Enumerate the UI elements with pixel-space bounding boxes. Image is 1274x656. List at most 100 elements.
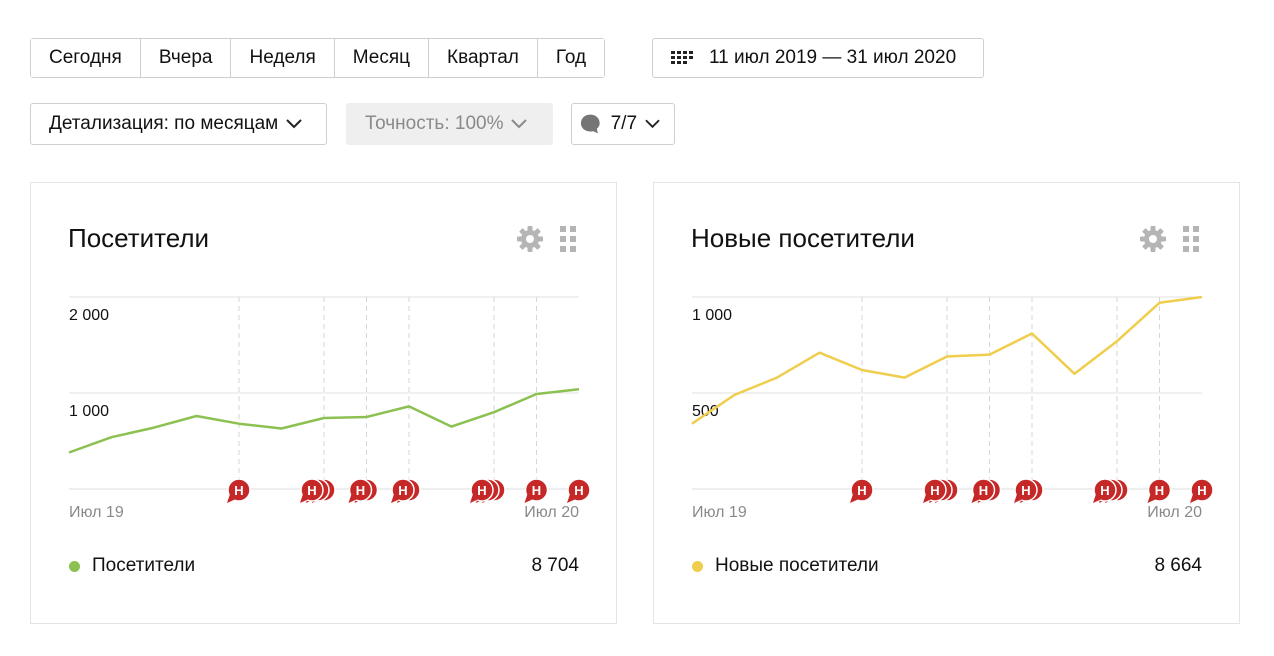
chevron-down-icon [645,119,660,129]
annotation-marker [300,478,324,502]
gear-icon[interactable] [1139,225,1167,253]
annotation-marker-group: Н [567,478,591,503]
gear-icon[interactable] [516,225,544,253]
annotation-marker [1147,478,1172,502]
annotations-dropdown[interactable]: 7/7 [571,103,675,145]
annotation-marker-letter: Н [574,483,583,498]
annotation-marker-tail [1014,494,1023,503]
x-tick-label: Июл 20 [524,504,579,521]
annotation-marker-group: Н [971,478,1002,503]
annotation-marker [1093,478,1117,502]
annotation-marker-group: Н [1093,478,1129,503]
annotation-marker-group: Н [227,478,251,503]
annotation-marker-group: Н [300,478,336,503]
accuracy-dropdown[interactable]: Точность: 100% [346,103,553,145]
series-line [68,387,580,454]
annotation-marker [850,478,874,502]
annotation-marker [1014,478,1038,502]
annotation-marker-tail [300,494,309,503]
annotation-marker-letter: Н [477,483,486,498]
legend-label: Посетители [92,555,196,576]
annotation-marker-letter: Н [356,483,365,498]
detail-dropdown[interactable]: Детализация: по месяцам [30,103,327,145]
annotation-marker-group: Н [1147,478,1172,503]
period-week-button[interactable]: Неделя [231,39,335,77]
period-yesterday-button[interactable]: Вчера [140,39,232,77]
x-tick-label: Июл 19 [692,504,747,521]
annotation-marker-tail [850,494,859,503]
annotation-marker-letter: Н [1155,483,1164,498]
legend-item[interactable]: Новые посетители [692,555,879,577]
legend-dot [692,560,703,572]
annotation-marker-letter: Н [979,483,988,498]
x-tick-label: Июл 20 [1147,504,1202,521]
widget-new-visitors: 500 1 000 Н Н Н Н Н Н Н Июл 19 Июл 20 Новые посети… [653,182,1240,624]
annotation-marker-group: Н [470,478,506,503]
date-range-button[interactable]: 11 июл 2019 — 31 июл 2020 [652,38,984,78]
annotation-marker [348,478,373,502]
visitors-chart: 1 000 2 000 Н Н Н Н Н Н Н Июл 19 Июл 20 [68,296,591,521]
annotation-marker-tail [1190,494,1199,503]
y-tick-label: 1 000 [692,307,732,324]
chevron-down-icon [286,119,302,129]
new-visitors-chart: 500 1 000 Н Н Н Н Н Н Н Июл 19 Июл 20 [691,295,1214,521]
period-quarter-button[interactable]: Квартал [429,39,538,77]
annotation-marker-tail [348,494,358,503]
annotation-marker-group: Н [850,478,874,503]
legend-dot [69,560,80,572]
period-selector: Сегодня Вчера Неделя Месяц Квартал Год [30,38,606,78]
legend-total: 8 704 [531,555,579,576]
annotation-marker-letter: Н [857,483,866,498]
annotation-marker-tail [227,494,236,503]
drag-handle-icon[interactable] [559,225,577,253]
annotation-marker [923,478,947,502]
annotation-marker-tail [567,494,576,503]
drag-handle-icon[interactable] [1182,225,1200,253]
accuracy-label: Точность: 100% [365,113,504,134]
annotation-marker-group: Н [923,478,959,503]
period-today-button[interactable]: Сегодня [31,39,141,77]
annotation-marker-tail [524,494,534,503]
legend-total: 8 664 [1154,555,1202,576]
date-range-label: 11 июл 2019 — 31 июл 2020 [709,47,957,68]
period-month-button[interactable]: Месяц [334,39,430,77]
annotation-marker-letter: Н [532,483,541,498]
annotation-marker-letter: Н [234,483,243,498]
annotation-marker-tail [971,494,981,503]
annotation-marker-letter: Н [1197,483,1206,498]
chevron-down-icon [511,119,528,129]
widget-title: Новые посетители [691,223,915,253]
annotation-marker-group: Н [524,478,549,503]
annotation-marker-tail [1093,494,1102,503]
legend-label: Новые посетители [715,555,879,576]
comment-bubble-icon [580,114,600,134]
annotations-count: 7/7 [610,113,638,134]
legend-item[interactable]: Посетители [69,555,195,577]
y-tick-label: 500 [692,403,719,420]
annotation-marker [227,478,251,502]
annotation-marker-group: Н [391,478,421,503]
annotation-marker-letter: Н [307,483,316,498]
annotation-marker-letter: Н [1021,483,1030,498]
widget-visitors: 1 000 2 000 Н Н Н Н Н Н Н Июл 19 Июл 20 Посетители… [30,182,617,624]
annotation-marker [391,478,415,502]
y-tick-label: 2 000 [69,307,109,324]
detail-label: Детализация: по месяцам [49,113,279,134]
series-line [691,295,1203,425]
annotation-marker-group: Н [348,478,379,503]
annotation-marker-letter: Н [1100,483,1109,498]
calendar-icon [671,51,693,64]
annotation-marker [971,478,996,502]
annotation-marker [567,478,591,502]
annotation-marker [524,478,549,502]
x-tick-label: Июл 19 [69,504,124,521]
annotation-marker [470,478,494,502]
annotation-marker-letter: Н [930,483,939,498]
annotation-marker-letter: Н [398,483,407,498]
annotation-marker-tail [923,494,932,503]
y-tick-label: 1 000 [69,403,109,420]
annotation-marker-tail [391,494,400,503]
annotation-marker-group: Н [1190,478,1214,503]
period-year-button[interactable]: Год [537,39,605,77]
widget-title: Посетители [68,223,210,253]
